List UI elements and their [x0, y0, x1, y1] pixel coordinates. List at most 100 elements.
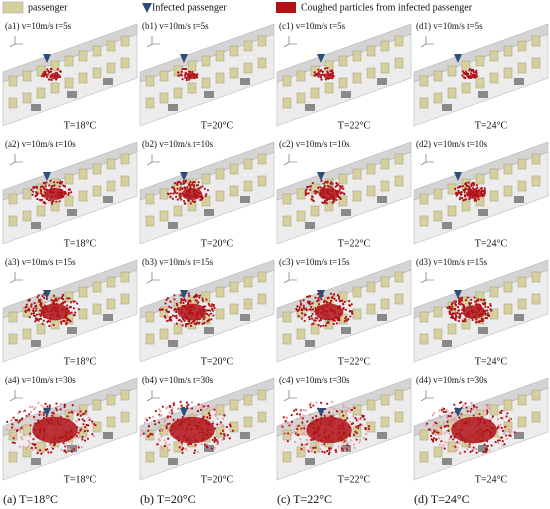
particle — [464, 182, 467, 185]
particle — [70, 301, 73, 304]
particle — [307, 185, 311, 188]
particle — [484, 449, 488, 452]
particle — [167, 429, 170, 432]
particle — [502, 432, 506, 435]
seat — [338, 77, 348, 89]
particle — [496, 427, 499, 430]
particle — [222, 433, 226, 436]
particle — [41, 322, 44, 325]
particle — [307, 316, 311, 319]
particle — [474, 303, 478, 306]
seat — [92, 45, 102, 57]
particle — [349, 410, 352, 413]
particle — [206, 416, 209, 419]
seat — [517, 416, 527, 428]
particle — [497, 424, 500, 427]
seat — [296, 328, 306, 340]
particle — [305, 188, 308, 191]
luggage-box — [442, 340, 452, 347]
particle — [301, 417, 304, 420]
seat — [64, 77, 74, 89]
particle — [471, 187, 475, 190]
particle — [206, 407, 209, 410]
particle — [442, 444, 445, 447]
luggage-box — [240, 314, 250, 321]
particle — [164, 302, 167, 305]
seat — [92, 281, 102, 293]
particle — [77, 436, 80, 439]
particle — [216, 423, 219, 426]
particle — [63, 185, 67, 188]
particle — [303, 319, 306, 322]
particle — [461, 74, 464, 77]
luggage-box — [478, 327, 488, 334]
particle — [489, 302, 492, 306]
particle — [311, 302, 314, 305]
particle — [34, 185, 37, 188]
particle-core — [306, 416, 352, 444]
particle — [428, 428, 431, 431]
particle — [212, 304, 215, 308]
particle — [300, 317, 303, 320]
particle — [168, 411, 171, 414]
particle — [461, 196, 464, 200]
seat — [243, 158, 253, 170]
particle — [470, 184, 473, 188]
seat — [8, 451, 18, 463]
particle — [210, 303, 214, 306]
particle — [169, 405, 172, 408]
particle — [451, 316, 455, 320]
particle — [49, 443, 52, 447]
particle — [319, 186, 322, 189]
particle — [326, 67, 329, 70]
particle — [444, 425, 448, 428]
particle — [39, 192, 43, 195]
particle — [188, 322, 191, 325]
particle — [219, 412, 222, 416]
particle — [450, 314, 454, 318]
particle — [299, 437, 302, 441]
particle — [299, 303, 303, 306]
particle — [180, 74, 183, 77]
particle — [358, 441, 361, 444]
particle — [187, 403, 190, 406]
particle — [164, 418, 167, 422]
particle — [202, 415, 205, 418]
seat — [50, 318, 60, 330]
particle — [44, 202, 47, 205]
particle — [10, 431, 13, 434]
particle — [20, 426, 23, 429]
particle-core — [318, 188, 340, 200]
particle — [182, 181, 185, 184]
seat — [503, 303, 513, 315]
particle — [11, 441, 14, 444]
particle — [181, 415, 184, 419]
particle — [81, 418, 84, 421]
particle — [355, 425, 358, 428]
particle — [310, 305, 313, 309]
particle — [34, 446, 37, 449]
particle — [484, 305, 487, 308]
particle — [43, 195, 46, 198]
particle — [321, 450, 324, 453]
particle — [347, 441, 350, 445]
seat — [296, 92, 306, 104]
seat — [64, 291, 74, 303]
particle — [180, 299, 183, 302]
particle — [323, 451, 326, 454]
particle — [203, 305, 207, 308]
particle — [306, 295, 309, 298]
particle — [87, 416, 90, 419]
particle — [430, 419, 433, 422]
particle — [340, 444, 343, 447]
particle — [64, 444, 68, 447]
seat — [257, 175, 267, 187]
particle — [461, 184, 465, 188]
particle — [180, 198, 183, 201]
particle — [148, 416, 151, 419]
particle — [173, 307, 177, 311]
luggage-box — [103, 196, 113, 203]
seat — [257, 293, 267, 305]
seat — [36, 205, 46, 217]
particle — [477, 298, 480, 301]
